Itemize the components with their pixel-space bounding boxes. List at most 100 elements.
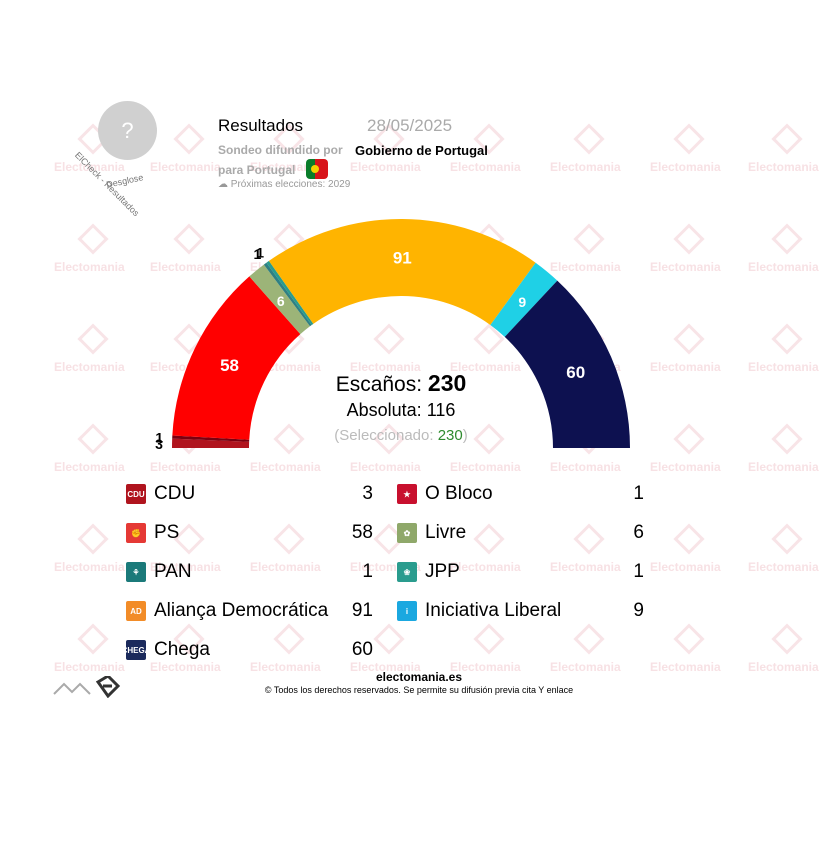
- watermark-icon: [573, 623, 605, 655]
- seat-arc-chega: [504, 280, 630, 448]
- watermark-text: Electomania: [650, 460, 721, 474]
- footer-site: electomania.es: [375, 670, 463, 684]
- watermark-text: Electomania: [54, 160, 125, 174]
- pollster-avatar: ?: [98, 101, 157, 160]
- watermark-icon: [373, 623, 405, 655]
- watermark-icon: [673, 623, 705, 655]
- legend-item[interactable]: CDU CDU: [126, 481, 195, 507]
- watermark-text: Electomania: [150, 560, 221, 574]
- watermark-text: Electomania: [650, 660, 721, 674]
- watermark-text: Electomania: [550, 560, 621, 574]
- watermark-text: Electomania: [350, 660, 421, 674]
- legend-item[interactable]: ★ O Bloco: [397, 481, 493, 507]
- watermark-icon: [473, 523, 505, 555]
- watermark-text: Electomania: [450, 160, 521, 174]
- legend-party-seats: 1: [633, 483, 644, 504]
- watermark-text: Electomania: [350, 460, 421, 474]
- watermark-icon: [273, 523, 305, 555]
- legend-party-name: Chega: [154, 639, 210, 660]
- watermark-text: Electomania: [748, 560, 819, 574]
- seat-arc-livre: [249, 264, 310, 335]
- legend-party-name: O Bloco: [425, 483, 493, 504]
- watermark-text: Electomania: [350, 360, 421, 374]
- footer-copyright: © Todos los derechos reservados. Se perm…: [264, 685, 574, 695]
- legend-item[interactable]: AD Aliança Democrática: [126, 598, 328, 624]
- watermark-text: Electomania: [150, 660, 221, 674]
- seat-arc-cdu: [172, 438, 250, 448]
- watermark-text: Electomania: [54, 660, 125, 674]
- watermark-text: Electomania: [550, 660, 621, 674]
- watermark-text: Electomania: [54, 560, 125, 574]
- watermark-text: Electomania: [650, 560, 721, 574]
- seat-label: 9: [518, 294, 526, 310]
- poll-date: 28/05/2025: [367, 116, 453, 135]
- watermark-text: Electomania: [550, 160, 621, 174]
- total-seats: Escaños: 230: [336, 370, 467, 396]
- legend-party-seats: 6: [633, 522, 644, 543]
- seat-arc-ps: [172, 276, 301, 440]
- legend-party-seats: 58: [351, 522, 373, 543]
- seat-arcs: [172, 218, 630, 448]
- watermark-icon: [273, 623, 305, 655]
- legend-party-name: PS: [154, 522, 180, 543]
- watermark-text: Electomania: [54, 260, 125, 274]
- watermark-text: Electomania: [748, 360, 819, 374]
- legend-party-name: PAN: [154, 561, 192, 582]
- watermark-text: Electomania: [150, 160, 221, 174]
- legend-party-name: Aliança Democrática: [154, 600, 329, 621]
- legend-party-name: Iniciativa Liberal: [425, 600, 562, 621]
- watermark-text: Electomania: [450, 560, 521, 574]
- ad-logo-icon: AD: [126, 601, 146, 621]
- legend-item[interactable]: ✊ PS: [126, 520, 179, 546]
- legend-item[interactable]: ✿ Livre: [397, 520, 466, 546]
- watermark-text: Electomania: [250, 560, 321, 574]
- watermark-text: Electomania: [748, 660, 819, 674]
- legend-item[interactable]: CHEGA Chega: [122, 637, 210, 663]
- portugal-flag-icon: [306, 159, 328, 179]
- seat-label: 6: [277, 293, 285, 309]
- seat-label: 58: [220, 356, 239, 375]
- watermark-text: Electomania: [54, 360, 125, 374]
- legend-party-name: Livre: [425, 522, 467, 543]
- legend-item[interactable]: ⚘ PAN: [126, 559, 192, 585]
- legend-party-seats: 3: [362, 483, 373, 504]
- bloco-logo-icon: ★: [397, 484, 417, 504]
- pollster-name: Gobierno de Portugal: [355, 143, 488, 158]
- watermark-text: Electomania: [150, 260, 221, 274]
- watermark-text: Electomania: [550, 260, 621, 274]
- watermark-text: Electomania: [748, 460, 819, 474]
- ps-logo-icon: ✊: [126, 523, 146, 543]
- watermark-icon: [771, 523, 803, 555]
- legend-party-name: CDU: [154, 483, 196, 504]
- watermark-text: Electomania: [650, 360, 721, 374]
- chega-logo-icon: CHEGA: [122, 640, 150, 660]
- legend-party-seats: 60: [351, 639, 373, 660]
- legend-item[interactable]: ❀ JPP: [397, 559, 460, 585]
- legend-party-seats: 91: [351, 600, 373, 621]
- watermark-text: Electomania: [54, 460, 125, 474]
- watermark-text: Electomania: [748, 160, 819, 174]
- pan-logo-icon: ⚘: [126, 562, 146, 582]
- livre-logo-icon: ✿: [397, 523, 417, 543]
- watermark-icon: [573, 523, 605, 555]
- watermark-text: Electomania: [250, 660, 321, 674]
- watermark-text: Electomania: [748, 260, 819, 274]
- seat-arc-alian-a-democr-tica: [268, 218, 536, 326]
- legend-item[interactable]: i Iniciativa Liberal: [397, 598, 561, 624]
- seat-label: 1: [155, 429, 163, 445]
- watermark-icon: [77, 623, 109, 655]
- watermark-text: Electomania: [150, 460, 221, 474]
- legend-party-seats: 9: [633, 600, 644, 621]
- watermark-text: Electomania: [250, 460, 321, 474]
- watermark-text: Electomania: [650, 160, 721, 174]
- seat-label: 60: [566, 363, 585, 382]
- seat-label: 3: [155, 436, 163, 452]
- seat-label: 1: [256, 244, 264, 260]
- seat-arc-iniciativa-liberal: [490, 262, 558, 337]
- watermark-text: Electomania: [450, 660, 521, 674]
- seat-label: 1: [254, 246, 262, 262]
- poll-source-label: Sondeo difundido por: [218, 143, 343, 157]
- watermark-text: Electomania: [550, 460, 621, 474]
- il-logo-icon: i: [397, 601, 417, 621]
